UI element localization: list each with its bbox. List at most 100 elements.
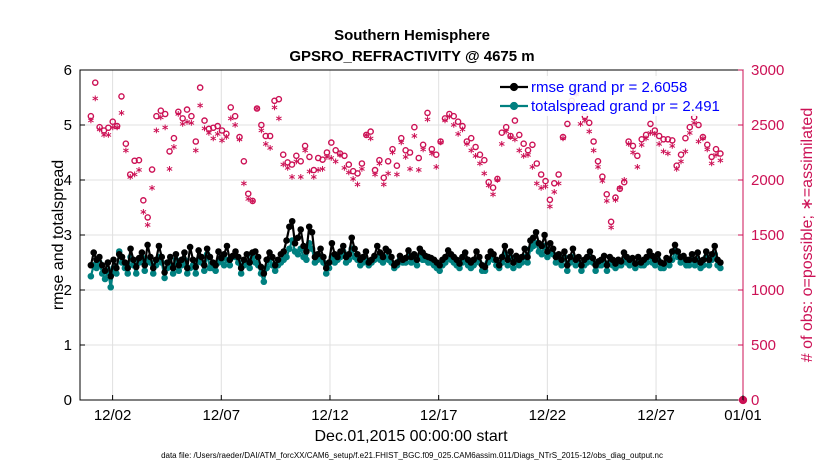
rmse-point [583,253,591,261]
obs-possible-point [188,112,195,120]
obs-possible-point [148,166,156,173]
obs-possible-point [135,156,143,164]
rmse-point [138,249,146,256]
obs-possible-point [542,177,549,185]
y-axis-label: rmse and totalspread [50,160,67,310]
obs-possible-point [354,170,361,177]
rmse-point [132,263,140,271]
obs-possible-point [258,121,265,129]
obs-possible-point [362,131,370,139]
rmse-point [291,239,299,247]
rmse-point [711,242,719,250]
rmse-point [504,256,512,264]
spread-point [283,253,290,261]
obs-possible-point [384,157,392,165]
obs-assimilated-point: * [232,120,239,134]
obs-assimilated-point: * [280,160,287,174]
rmse-point [388,253,395,261]
rmse-point [322,264,330,272]
spread-point [685,261,693,269]
obs-possible-point [196,84,204,91]
obs-possible-point [109,118,117,125]
obs-assimilated-point: * [136,165,143,179]
obs-assimilated-point: * [525,150,532,164]
rmse-point [481,263,489,271]
obs-assimilated-point: * [123,145,130,159]
spread-point [220,261,228,269]
obs-possible-point [463,138,471,145]
rmse-point [705,256,713,264]
rmse-point [203,245,211,253]
obs-possible-point [266,132,274,140]
y-tick-label: 1 [64,337,72,354]
spread-point [651,261,659,269]
obs-possible-point [397,134,405,142]
obs-possible-point [306,153,313,161]
rmse-point [169,264,177,272]
x-axis-label: Dec.01,2015 00:00:00 start [314,428,508,445]
obs-assimilated-point: * [319,164,326,178]
rmse-point [507,248,514,255]
obs-possible-point [695,121,702,129]
obs-assimilated-point: * [700,133,707,147]
spread-point [504,261,512,269]
spread-point [101,275,109,283]
obs-assimilated-point: * [486,181,493,195]
rmse-point [339,242,347,250]
obs-assimilated-point: * [193,145,200,159]
obs-assimilated-point: * [577,119,584,133]
rmse-point [600,252,608,260]
obs-assimilated-point: * [101,130,108,144]
rmse-point [274,256,282,264]
obs-assimilated-point: * [271,103,278,117]
rmse-point [538,242,546,250]
x-tick-label: 12/22 [529,407,567,424]
obs-assimilated-point: * [459,125,466,139]
rmse-point [178,256,185,264]
obs-assimilated-point: * [171,142,178,156]
spread-point [436,267,443,275]
spread-point [107,283,115,291]
rmse-point [643,253,650,261]
rmse-point [303,248,310,255]
obs-assimilated-point: * [201,123,208,137]
spread-point [322,270,330,277]
spread-point [705,261,713,269]
rmse-point [546,239,554,247]
obs-assimilated-point: * [394,170,401,184]
rmse-point [198,253,205,261]
obs-assimilated-point: * [512,134,519,148]
obs-possible-point [550,179,558,187]
obs-assimilated-point: * [507,132,514,146]
rmse-point [671,241,679,249]
rmse-point [456,260,463,267]
rmse-point [280,248,287,255]
obs-assimilated-point: * [477,159,484,173]
obs-possible-point [253,105,261,112]
obs-possible-point [634,152,641,160]
spread-point [200,267,208,275]
obs-possible-point [524,146,532,154]
rmse-point [674,248,682,255]
obs-possible-point [459,122,466,130]
obs-assimilated-point: * [709,159,716,173]
spread-point [379,259,387,266]
obs-assimilated-point: * [669,141,676,155]
obs-possible-point [157,107,165,114]
x-axis: 12/02 12/07 12/12 12/17 12/22 12/27 01/01 [94,395,762,424]
spread-point [691,261,699,269]
obs-assimilated-point: * [612,195,619,209]
obs-assimilated-point: * [424,115,431,129]
obs-assimilated-point: * [590,145,597,159]
obs-assimilated-point: * [184,117,191,131]
rmse-point [575,253,582,261]
obs-possible-point [288,161,296,168]
obs-assimilated-point: * [604,196,611,210]
rmse-point [181,249,188,256]
obs-assimilated-point: * [713,150,720,164]
obs-assimilated-point: * [582,116,589,130]
rmse-point [300,242,307,250]
obs-assimilated-point: * [293,156,300,170]
rmse-point [186,243,194,251]
rmse-point [240,256,248,264]
